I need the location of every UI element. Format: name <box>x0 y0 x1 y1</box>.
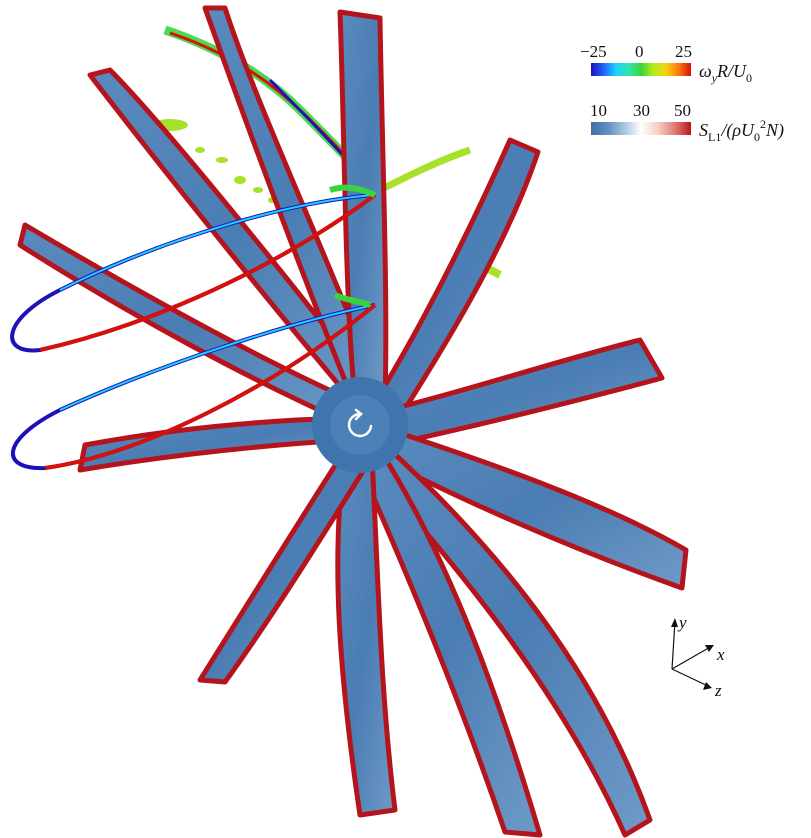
pressure-tick-min: 10 <box>590 101 607 120</box>
vorticity-label: ωyR/U0 <box>699 61 752 85</box>
blade-11 <box>77 415 353 473</box>
pressure-tick-mid: 30 <box>633 101 650 120</box>
axis-label-z: z <box>714 681 722 700</box>
hub <box>312 377 408 473</box>
wake-vortex-sheets <box>152 25 502 279</box>
vorticity-tick-max: 25 <box>675 42 692 61</box>
vorticity-tick-mid: 0 <box>635 42 644 61</box>
pressure-tick-max: 50 <box>674 101 691 120</box>
rotation-arrow-icon <box>347 408 373 438</box>
axis-label-y: y <box>677 613 687 632</box>
vorticity-tick-min: −25 <box>580 42 607 61</box>
pressure-label: SL1/(ρU02N) <box>699 117 784 144</box>
vorticity-colorbar: −25 0 25 ωyR/U0 <box>580 42 752 85</box>
vorticity-colorbar-gradient <box>591 63 691 76</box>
axis-label-x: x <box>716 645 725 664</box>
pressure-colorbar-gradient <box>591 122 691 135</box>
axis-triad <box>671 618 714 690</box>
tip-vortex-loops <box>10 184 377 471</box>
pressure-colorbar: 10 30 50 SL1/(ρU02N) <box>590 101 784 144</box>
